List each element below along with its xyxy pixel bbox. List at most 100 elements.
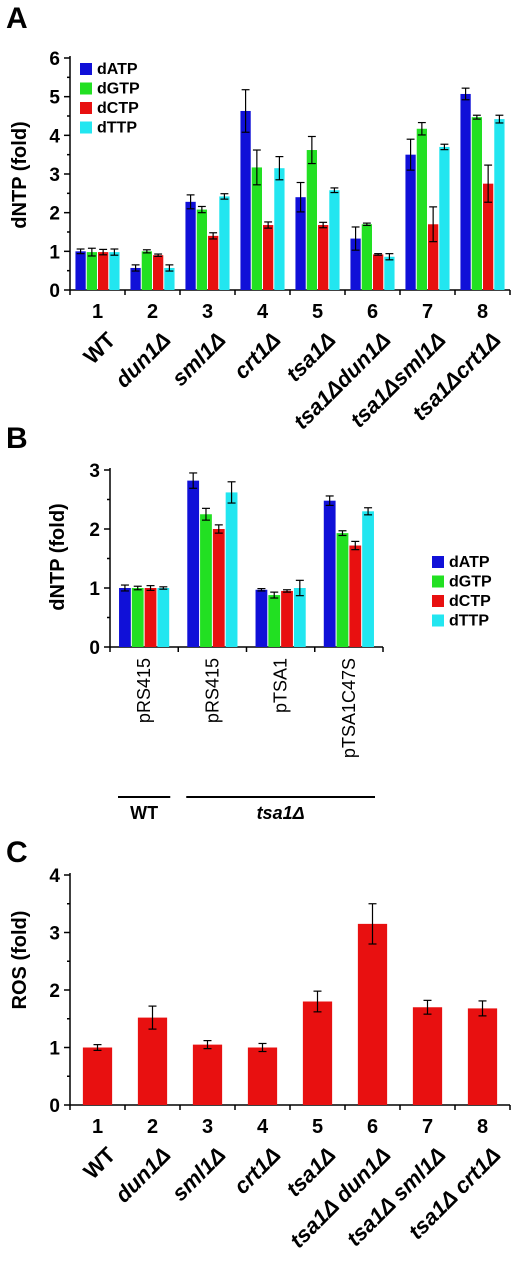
chart-b-group-label: WT — [130, 803, 158, 823]
chart-a-bar-datp — [295, 197, 306, 290]
chart-a-bar-dctp — [208, 235, 219, 290]
chart-a-bar-dttp — [384, 256, 395, 290]
chart-a-ytick-label: 3 — [49, 165, 60, 186]
chart-a-legend-swatch-dgtp — [80, 82, 92, 95]
chart-b-legend-label: dTTP — [449, 613, 489, 630]
chart-c-bar-ros — [82, 1047, 113, 1105]
chart-a-ytick-label: 1 — [49, 242, 60, 263]
chart-c: ROS (fold) 012341WT2dun1Δ3sml1Δ4crt1Δ5ts… — [9, 866, 511, 1253]
chart-c-bar-ros — [247, 1047, 278, 1105]
chart-a-bar-dttp — [219, 196, 230, 290]
chart-c-ytick-label: 0 — [49, 1096, 60, 1117]
chart-b-bar-dgtp — [131, 588, 144, 647]
chart-c-category-number: 1 — [92, 1116, 103, 1138]
chart-b-bar-datp — [255, 589, 268, 647]
chart-a-bar-dctp — [318, 225, 329, 290]
chart-a-category-number: 4 — [257, 301, 269, 323]
chart-a-legend-swatch-dttp — [80, 121, 92, 134]
chart-b-legend-label: dGTP — [449, 574, 492, 591]
chart-a-bar-dgtp — [416, 128, 427, 290]
chart-a-bar-datp — [350, 238, 361, 290]
chart-c-category-number: 6 — [367, 1116, 378, 1138]
chart-c-ylabel: ROS (fold) — [9, 911, 31, 1010]
chart-c-bar-ros — [467, 1008, 498, 1105]
chart-c-bar-ros — [412, 1007, 443, 1105]
chart-b-bar-dctp — [144, 588, 157, 647]
chart-b-bar-datp — [119, 588, 131, 647]
chart-a-bar-dctp — [428, 224, 439, 290]
chart-a-ylabel: dNTP (fold) — [9, 121, 31, 228]
chart-c-ytick-label: 3 — [49, 924, 60, 945]
chart-a-category-number: 6 — [367, 301, 378, 323]
chart-a-category-number: 8 — [477, 301, 488, 323]
chart-a-bar-dgtp — [361, 224, 372, 290]
chart-a-ytick-label: 2 — [49, 204, 60, 225]
chart-b-category-label: pTSA1 — [271, 658, 291, 713]
chart-c-category-number: 5 — [312, 1116, 323, 1138]
chart-a-category-number: 7 — [422, 301, 433, 323]
chart-a-ytick-label: 6 — [49, 49, 60, 70]
chart-b-bar-dgtp — [268, 595, 281, 647]
chart-c-ytick-label: 2 — [49, 981, 60, 1002]
chart-b-bar-dctp — [281, 590, 293, 647]
chart-b-group-label: tsa1Δ — [257, 803, 305, 823]
chart-c-ytick-label: 4 — [49, 866, 60, 887]
chart-a-bar-dgtp — [471, 117, 482, 290]
chart-b-ylabel: dNTP (fold) — [47, 503, 69, 610]
chart-b-bar-datp — [187, 480, 200, 647]
chart-a-bar-dctp — [373, 254, 384, 290]
chart-b-legend-label: dATP — [449, 554, 490, 571]
chart-c-category-label: sml1Δ — [167, 1142, 231, 1206]
chart-b: dNTP (fold) 0 1 2 3 dATP dGTP dCTP dTTP pRS415 pR… — [47, 461, 492, 823]
chart-a-legend-label: dCTP — [97, 100, 139, 117]
chart-b-bar-dgtp — [336, 533, 349, 647]
chart-a-bar-dgtp — [86, 252, 97, 290]
chart-b-legend-swatch-dttp — [432, 614, 444, 627]
chart-b-category-label: pRS415 — [202, 658, 222, 723]
chart-c-category-number: 2 — [147, 1116, 158, 1138]
chart-b-bar-dttp — [293, 588, 306, 647]
chart-a-bar-datp — [185, 201, 196, 290]
chart-a-legend-swatch-dctp — [80, 102, 92, 114]
chart-a-legend-label: dATP — [97, 61, 138, 78]
chart-c-bar-ros — [192, 1044, 223, 1105]
chart-a-bar-dttp — [274, 168, 285, 290]
chart-a-bar-dgtp — [251, 167, 262, 290]
chart-a-bar-datp — [130, 267, 141, 290]
chart-b-ytick-label: 2 — [89, 520, 100, 541]
panel-letter-b: B — [6, 422, 28, 455]
chart-b-ytick-label: 0 — [89, 638, 100, 659]
chart-b-bar-dgtp — [200, 514, 212, 647]
chart-a-bar-dttp — [329, 190, 340, 290]
chart-b-bar-dttp — [157, 588, 170, 647]
chart-c-category-number: 7 — [422, 1116, 433, 1138]
chart-a-bar-dttp — [109, 252, 120, 290]
chart-a-bar-dgtp — [196, 209, 207, 290]
chart-b-ytick-label: 3 — [89, 461, 100, 482]
chart-a-bar-dttp — [439, 146, 450, 290]
chart-a-category-label: sml1Δ — [167, 327, 231, 391]
chart-c-category-number: 4 — [257, 1116, 269, 1138]
chart-a-bar-dttp — [164, 267, 175, 290]
chart-a-bar-dctp — [483, 183, 494, 290]
chart-c-category-label: dun1Δ — [110, 1142, 175, 1207]
chart-a-category-label: crt1Δ — [229, 327, 286, 384]
chart-c-bar-ros — [302, 1001, 333, 1105]
chart-b-ytick-label: 1 — [89, 579, 100, 600]
panel-letter-c: C — [6, 836, 28, 869]
chart-a-category-label: WT — [78, 327, 120, 369]
chart-a-bar-datp — [405, 154, 416, 290]
chart-a-ytick-label: 0 — [49, 281, 60, 302]
chart-b-bar-datp — [323, 500, 336, 647]
panel-letter-a: A — [6, 2, 28, 35]
chart-a-category-number: 5 — [312, 301, 323, 323]
chart-b-category-label: pTSA1C47S — [339, 658, 359, 758]
chart-a-bar-dctp — [153, 255, 164, 290]
chart-b-bar-dctp — [349, 545, 362, 647]
chart-b-bar-dttp — [362, 511, 374, 647]
chart-c-category-label: crt1Δ — [229, 1142, 286, 1199]
chart-a-bar-datp — [75, 251, 86, 290]
chart-c-bar-ros — [137, 1017, 168, 1105]
chart-a-category-number: 1 — [92, 301, 103, 323]
